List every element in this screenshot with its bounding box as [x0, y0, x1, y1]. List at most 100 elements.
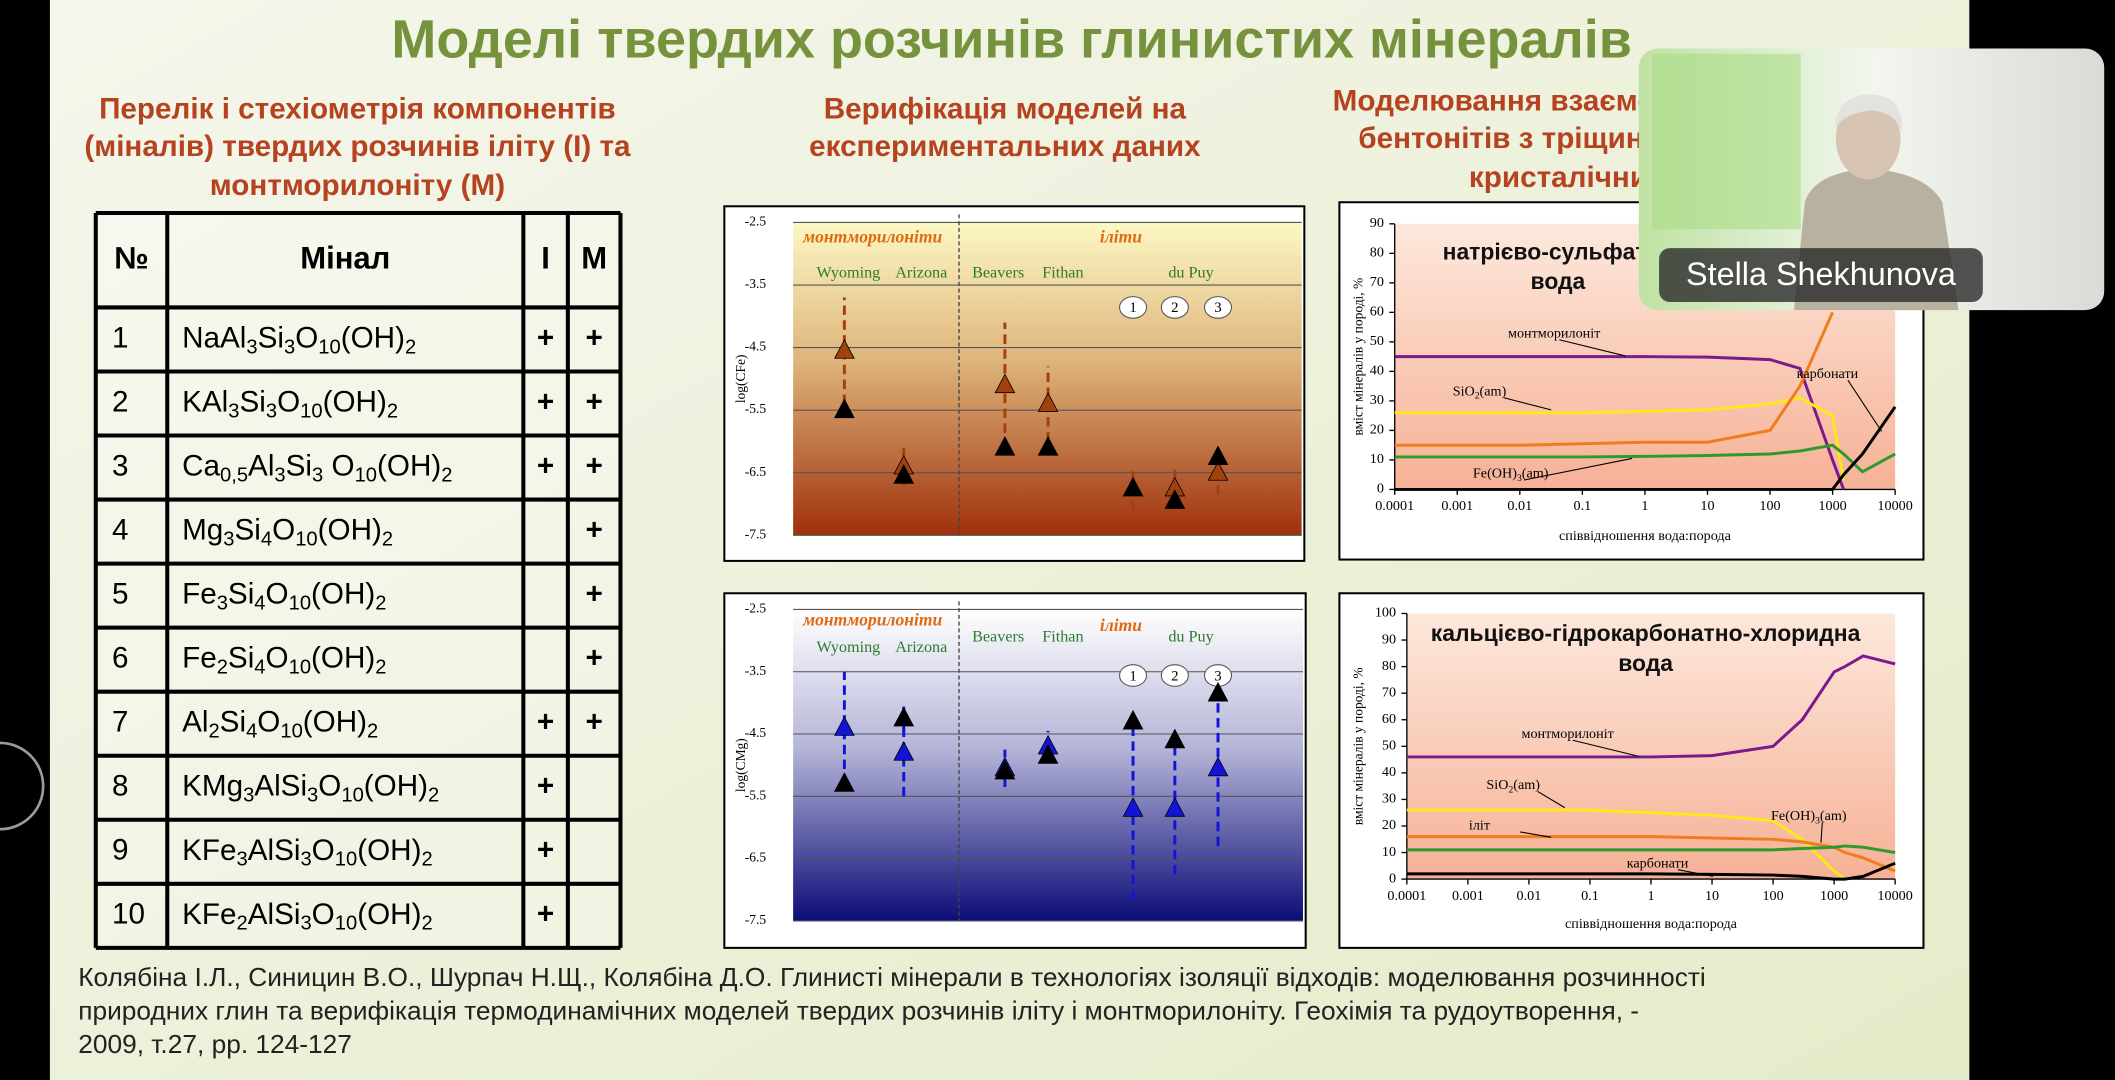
- nav-button[interactable]: [0, 741, 45, 831]
- site-label: Arizona: [895, 639, 947, 656]
- subscript: 0,5: [220, 465, 248, 487]
- y-tick-label: 60: [1370, 304, 1384, 320]
- subscript: 3: [223, 529, 234, 551]
- row-number: 8: [112, 770, 129, 803]
- text-part: іліт: [1469, 818, 1490, 834]
- row-number: 5: [112, 577, 129, 610]
- group-label: іліти: [1100, 615, 1142, 635]
- series-label: SiO2(am): [1453, 384, 1507, 402]
- data-point: [1164, 489, 1186, 509]
- data-point: [1207, 681, 1229, 702]
- text-part: O: [257, 706, 280, 739]
- membership-mark: +: [586, 706, 603, 739]
- text-part: Al: [248, 449, 274, 482]
- subscript: 2: [236, 913, 247, 935]
- citation: 2009, т.27, pp. 124-127: [78, 1029, 352, 1059]
- y-tick-label: 30: [1382, 791, 1396, 807]
- membership-mark: +: [537, 321, 554, 354]
- sample-badge: [1160, 296, 1189, 319]
- series-line: [1406, 808, 1846, 881]
- slide-title: Моделі твердих розчинів глинистих мінера…: [391, 9, 1631, 69]
- y-tick-label: -7.5: [745, 526, 767, 541]
- row-number: 7: [112, 706, 129, 739]
- data-point: [1207, 445, 1229, 466]
- row-number: 1: [112, 321, 129, 354]
- text-part: SiO: [1486, 777, 1508, 793]
- data-point: [833, 772, 855, 792]
- text-part: Si: [235, 513, 261, 546]
- x-tick-label: 0.1: [1581, 888, 1599, 904]
- data-point: [1037, 436, 1059, 456]
- column-heading: Перелік і стехіометрія компонентів: [99, 92, 616, 125]
- text-part: (OH): [364, 770, 428, 803]
- text-part: (am): [1480, 384, 1507, 400]
- x-tick-label: 100: [1759, 498, 1780, 514]
- data-point: [1122, 797, 1144, 817]
- x-tick-label: 0.01: [1507, 498, 1532, 514]
- mineral-formula: KFe3AlSi3O10(OH)2: [182, 834, 433, 871]
- series-line: [1406, 861, 1896, 881]
- membership-mark: +: [586, 449, 603, 482]
- y-tick-label: 0: [1377, 481, 1384, 497]
- x-tick-label: 0.001: [1441, 498, 1473, 514]
- text-part: (OH): [323, 385, 387, 418]
- subscript: 10: [295, 529, 317, 551]
- subscript: 3: [1517, 473, 1522, 484]
- y-tick-label: -6.5: [745, 464, 767, 479]
- y-tick-label: -4.5: [745, 339, 767, 354]
- table-header: I: [541, 240, 550, 275]
- subscript: 3: [1815, 816, 1820, 827]
- label-pointer: [1572, 739, 1639, 757]
- data-point: [833, 716, 855, 736]
- x-tick-label: 10: [1700, 498, 1714, 514]
- subscript: 2: [367, 721, 378, 743]
- plot-area: [1406, 613, 1896, 880]
- sample-badge: [1160, 664, 1189, 687]
- text-part: (am): [1522, 466, 1549, 482]
- chart-title: кальцієво-гідрокарбонатно-хлоридна: [1431, 620, 1861, 646]
- row-number: 4: [112, 513, 129, 546]
- chart-title: вода: [1531, 268, 1586, 294]
- membership-mark: +: [586, 513, 603, 546]
- label-pointer: [1503, 397, 1552, 411]
- y-tick-label: 80: [1382, 658, 1396, 674]
- data-point: [833, 398, 855, 419]
- subscript: 2: [375, 657, 386, 679]
- table-header: Мінал: [300, 240, 390, 275]
- sample-label: 1: [1129, 300, 1136, 316]
- text-part: KMg: [182, 770, 243, 803]
- data-point: [833, 339, 855, 359]
- text-part: (am): [1513, 777, 1540, 793]
- row-number: 10: [112, 898, 145, 931]
- text-part: KFe: [182, 898, 236, 931]
- row-number: 3: [112, 449, 129, 482]
- series-label: Fe(OH)3(am): [1771, 808, 1847, 826]
- data-point: [1164, 728, 1186, 749]
- site-label: du Puy: [1168, 264, 1214, 281]
- text-part: Si: [228, 641, 254, 674]
- subscript: 3: [312, 465, 323, 487]
- y-axis-label: log(CMg): [733, 738, 748, 792]
- site-label: Arizona: [895, 264, 947, 281]
- subscript: 2: [405, 337, 416, 359]
- data-point: [1037, 392, 1059, 412]
- x-axis-label: співвідношення вода:порода: [1565, 916, 1738, 932]
- x-tick-label: 0.0001: [1387, 888, 1426, 904]
- y-axis-label: вміст мінералів у породі, %: [1351, 278, 1366, 436]
- mineral-formula: KAl3Si3O10(OH)2: [182, 385, 398, 422]
- chart-title: натрієво-сульфатна: [1443, 239, 1674, 265]
- membership-mark: +: [586, 641, 603, 674]
- series-label: монтморилоніт: [1522, 726, 1614, 742]
- data-point: [994, 436, 1016, 456]
- text-part: O: [295, 321, 318, 354]
- y-tick-label: 10: [1382, 844, 1396, 860]
- y-axis-label: log(CFe): [733, 355, 748, 404]
- mineral-formula: KFe2AlSi3O10(OH)2: [182, 898, 433, 935]
- sample-badge: [1119, 296, 1148, 319]
- text-part: (OH): [357, 898, 421, 931]
- text-part: (OH): [318, 513, 382, 546]
- subscript: 2: [1508, 785, 1513, 796]
- subscript: 10: [318, 337, 340, 359]
- row-number: 6: [112, 641, 129, 674]
